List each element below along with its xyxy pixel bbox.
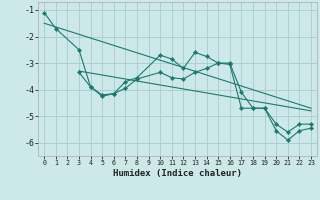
X-axis label: Humidex (Indice chaleur): Humidex (Indice chaleur) (113, 169, 242, 178)
